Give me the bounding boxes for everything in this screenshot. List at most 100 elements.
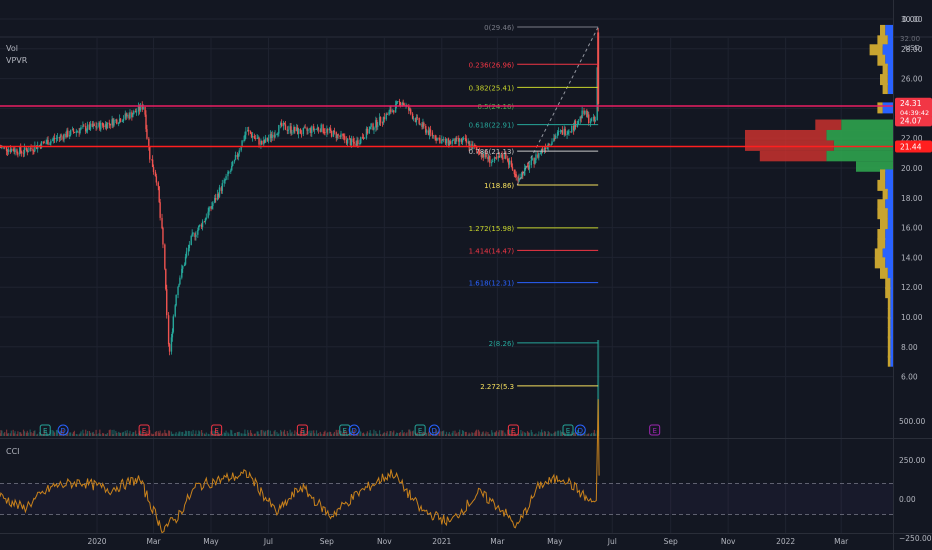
candle-body bbox=[132, 114, 134, 118]
candle-body bbox=[5, 146, 8, 152]
volume-bar bbox=[207, 433, 209, 436]
candle-body bbox=[10, 149, 13, 152]
fib-level-label: 0(29.46) bbox=[484, 24, 514, 32]
vp-hist-up bbox=[882, 248, 893, 260]
candle-body bbox=[422, 122, 424, 127]
volume-bar bbox=[310, 433, 312, 436]
candle-body bbox=[505, 152, 507, 159]
volume-bar bbox=[208, 434, 210, 436]
candle-body bbox=[551, 141, 553, 145]
candle-body bbox=[69, 134, 71, 137]
vp-hist-up bbox=[885, 237, 893, 249]
volume-bar bbox=[72, 431, 75, 436]
candle-body bbox=[428, 129, 431, 135]
volume-bar bbox=[178, 431, 180, 436]
volume-bar bbox=[105, 434, 108, 436]
candle-body bbox=[553, 138, 555, 142]
candle-body bbox=[326, 129, 328, 133]
candle-body bbox=[436, 137, 438, 141]
candle-body bbox=[589, 121, 592, 124]
candle-body bbox=[75, 131, 78, 133]
volume-bar bbox=[227, 432, 229, 436]
volume-bar bbox=[395, 434, 397, 436]
volume-bar bbox=[365, 433, 368, 436]
candle-body bbox=[266, 137, 269, 141]
volume-bar bbox=[135, 430, 137, 436]
vp-row-up bbox=[856, 161, 893, 172]
volume-bar bbox=[350, 430, 352, 436]
candle-body bbox=[119, 118, 122, 122]
volume-bar bbox=[25, 432, 27, 436]
candle-body bbox=[557, 130, 560, 132]
vp-hist-down bbox=[880, 24, 886, 36]
candle-body bbox=[501, 154, 503, 158]
candle-body bbox=[256, 138, 258, 140]
volume-bar bbox=[250, 432, 253, 436]
volume-bar bbox=[360, 431, 362, 436]
candle-body bbox=[263, 140, 265, 145]
candle-body bbox=[343, 135, 345, 137]
volume-bar bbox=[448, 431, 450, 436]
volume-bar bbox=[168, 430, 171, 436]
candle-body bbox=[53, 137, 56, 140]
cci-tick-label: −250.00 bbox=[899, 534, 932, 543]
candle-body bbox=[40, 141, 43, 149]
vp-hist-down bbox=[880, 218, 888, 230]
candle-body bbox=[240, 147, 242, 151]
volume-bar bbox=[349, 433, 352, 436]
cci-legend[interactable]: CCI bbox=[6, 447, 20, 456]
earnings-marker bbox=[507, 424, 519, 436]
candle-body bbox=[271, 134, 273, 138]
horizontal-lines[interactable] bbox=[0, 105, 893, 148]
candle-body bbox=[166, 289, 168, 316]
event-letter: D bbox=[578, 427, 583, 435]
volume-bar bbox=[447, 433, 449, 436]
candle-body bbox=[184, 256, 187, 265]
volume-bar bbox=[122, 431, 124, 436]
volume-bar bbox=[337, 429, 339, 436]
volume-bar bbox=[151, 433, 153, 436]
vol-legend[interactable]: Vol bbox=[6, 44, 18, 53]
volume-bar bbox=[329, 431, 331, 436]
volume-bar bbox=[66, 432, 68, 436]
candle-body bbox=[250, 133, 253, 138]
candle-body bbox=[498, 156, 500, 158]
volume-bar bbox=[67, 430, 69, 436]
candle-body bbox=[356, 140, 358, 146]
candle-body bbox=[434, 135, 436, 140]
candle-body bbox=[426, 130, 428, 133]
candle-body bbox=[370, 123, 372, 127]
time-axis[interactable]: 2020 Mar May Jul Sep Nov 2021 Mar May Jul Sep Nov 20… bbox=[87, 537, 849, 546]
volume-bar bbox=[175, 432, 177, 436]
candle-body bbox=[210, 206, 212, 209]
volume-bar bbox=[316, 434, 319, 436]
volume-bar bbox=[280, 429, 282, 436]
candle-body bbox=[352, 138, 354, 143]
vpvr-legend[interactable]: VPVR bbox=[6, 56, 28, 65]
candle-body bbox=[101, 122, 104, 126]
candle-body bbox=[277, 133, 279, 135]
candle-body bbox=[379, 117, 382, 123]
volume-bar bbox=[73, 430, 76, 436]
candle-body bbox=[67, 130, 69, 137]
candle-body bbox=[141, 104, 143, 110]
fib-level-label: 0.236(26.96) bbox=[469, 61, 515, 69]
candle-body bbox=[155, 176, 158, 183]
volume-bar bbox=[322, 434, 324, 436]
volume-bar bbox=[353, 429, 355, 436]
cci-tick-label: 250.00 bbox=[899, 456, 925, 465]
price-tick-label: 18.00 bbox=[901, 194, 923, 203]
volume-bar bbox=[497, 432, 499, 436]
volume-bar bbox=[276, 431, 278, 436]
candle-body bbox=[362, 138, 365, 139]
volume-bar bbox=[100, 434, 102, 436]
time-tick-label: Sep bbox=[320, 537, 334, 546]
candle-body bbox=[568, 131, 570, 133]
price-tick-label: 10.00 bbox=[901, 313, 923, 322]
currency-label: USD bbox=[905, 44, 920, 52]
candle-body bbox=[485, 152, 487, 158]
candle-body bbox=[533, 158, 535, 165]
fibonacci-retracement[interactable]: 0(29.46) 0.236(26.96) 0.382(25.41) 0.5(24.1… bbox=[469, 24, 599, 391]
